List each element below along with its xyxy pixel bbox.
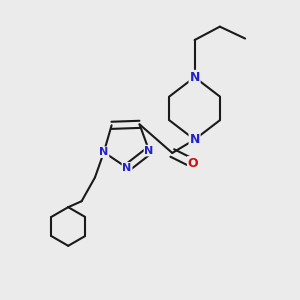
- Text: N: N: [189, 133, 200, 146]
- Text: N: N: [122, 163, 132, 173]
- Text: N: N: [145, 146, 154, 156]
- Text: N: N: [189, 71, 200, 84]
- Text: O: O: [188, 157, 198, 170]
- Text: N: N: [99, 147, 109, 157]
